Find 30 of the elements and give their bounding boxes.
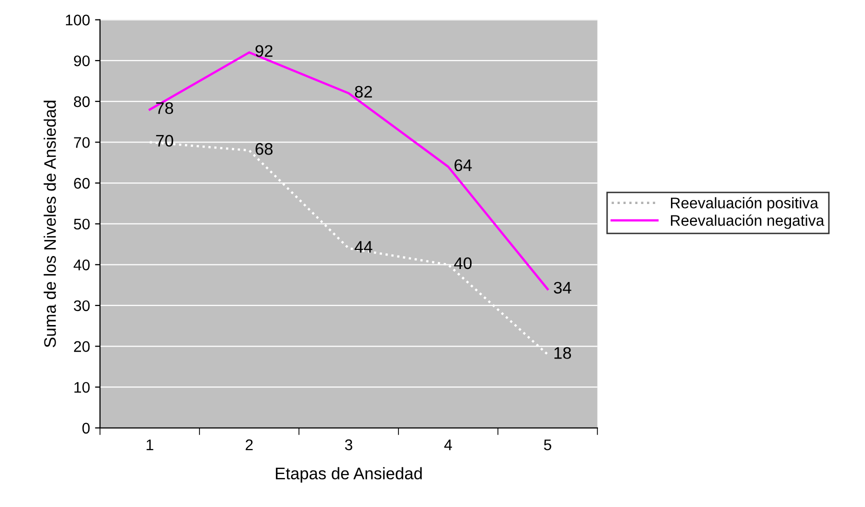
data-label: 78 [156,102,174,114]
text: Reevaluación positiva [670,196,818,212]
x-tick-label: 3 [345,439,352,450]
x-tick-label: 1 [146,440,154,450]
y-tick-label: 60 [74,178,90,189]
y-tick-label: 10 [74,382,90,393]
y-tick-label: 20 [74,341,90,352]
data-label: 18 [554,347,571,359]
data-label: 64 [454,159,472,172]
y-tick-label: 0 [82,422,90,434]
y-tick-label: 90 [74,55,90,66]
y-tick-label: 30 [74,300,90,312]
data-label: 92 [256,45,272,57]
data-label: 82 [354,86,372,98]
y-axis-title: Suma de los Niveles de Ansiedad [44,100,56,348]
data-label: 40 [454,257,472,270]
x-tick-label: 4 [444,440,452,450]
data-label: 68 [256,143,273,155]
y-tick-label: 70 [74,137,90,148]
legend-label: Reevaluación negativa [670,214,824,229]
x-tick-label: 2 [246,439,253,450]
data-label: 70 [156,134,174,147]
data-label: 34 [554,282,572,294]
y-tick-label: 80 [74,96,90,108]
x-tick-label: 5 [544,440,552,450]
y-tick-label: 50 [74,218,90,230]
data-label: 44 [354,241,372,253]
y-tick-label: 100 [66,14,90,26]
y-tick-label: 40 [74,260,90,270]
x-axis-title: Etapas de Ansiedad [276,467,422,483]
